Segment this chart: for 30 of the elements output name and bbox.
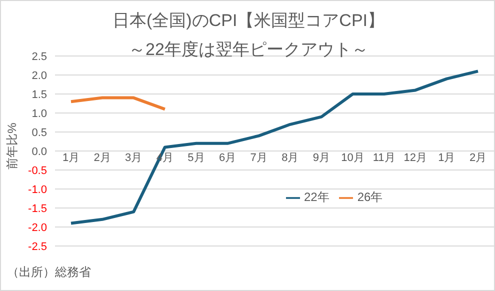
y-axis-title: 前年比% xyxy=(5,122,19,170)
x-tick-label: 9月 xyxy=(312,152,330,164)
text: （出所）総務省 xyxy=(7,264,91,281)
x-tick-label: 2月 xyxy=(469,152,487,164)
x-tick-label: 7月 xyxy=(250,152,268,164)
x-tick-label: 10月 xyxy=(341,152,364,164)
y-tick-label: 2.5 xyxy=(32,51,47,63)
x-tick-label: 12月 xyxy=(404,152,428,164)
y-tick-label: -0.5 xyxy=(28,165,47,177)
y-tick-label: -2.5 xyxy=(28,241,47,253)
x-tick-label: 2月 xyxy=(94,152,111,164)
chart-title: 日本(全国)のCPI【米国型コアCPI】 xyxy=(112,10,386,32)
y-tick-label: -2.0 xyxy=(28,222,47,234)
x-tick-label: 6月 xyxy=(218,152,236,164)
chart-subtitle: ～22年度は翌年ピークアウト～ xyxy=(128,40,368,59)
y-tick-label: 1.5 xyxy=(32,89,47,101)
x-tick-label: 5月 xyxy=(188,152,205,164)
legend-label: 22年 xyxy=(304,190,330,204)
x-tick-label: 11月 xyxy=(372,152,396,164)
x-tick-label: 8月 xyxy=(282,152,299,164)
y-tick-label: 1.0 xyxy=(32,108,47,120)
x-tick-label: 1月 xyxy=(62,152,80,164)
x-tick-label: 1月 xyxy=(438,152,456,164)
x-tick-label: 3月 xyxy=(125,152,142,164)
y-tick-label: -1.5 xyxy=(28,203,47,215)
y-tick-label: -1.0 xyxy=(28,184,47,196)
y-tick-label: 0.0 xyxy=(32,146,47,158)
y-tick-label: 0.5 xyxy=(32,127,47,139)
legend-label: 26年 xyxy=(357,190,383,204)
y-tick-label: 2.0 xyxy=(32,70,47,82)
